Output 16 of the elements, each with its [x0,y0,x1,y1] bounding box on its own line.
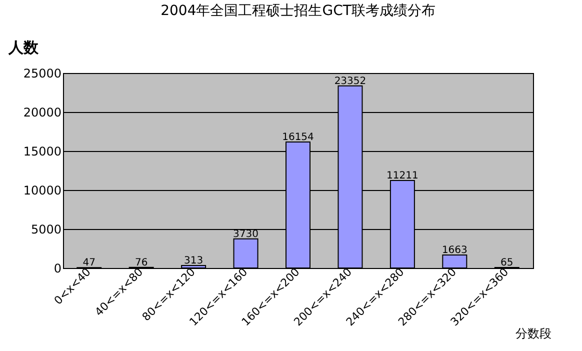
y-tick-label: 10000 [23,184,62,198]
x-axis-title: 分数段 [516,326,552,340]
data-label: 47 [82,258,96,269]
y-axis-title: 人数 [8,38,40,56]
y-tick-label: 25000 [23,66,62,80]
chart-title: 2004年全国工程硕士招生GCT联考成绩分布 [160,3,436,19]
data-label: 16154 [282,132,314,143]
data-label: 65 [500,257,514,268]
data-label: 76 [134,257,148,268]
data-label: 313 [184,256,204,267]
data-label: 1663 [442,245,468,256]
y-tick-label: 5000 [30,222,62,236]
data-label: 23352 [334,76,366,87]
data-label: 11211 [386,170,418,182]
y-tick-label: 15000 [23,144,62,158]
y-tick-label: 20000 [23,106,62,120]
